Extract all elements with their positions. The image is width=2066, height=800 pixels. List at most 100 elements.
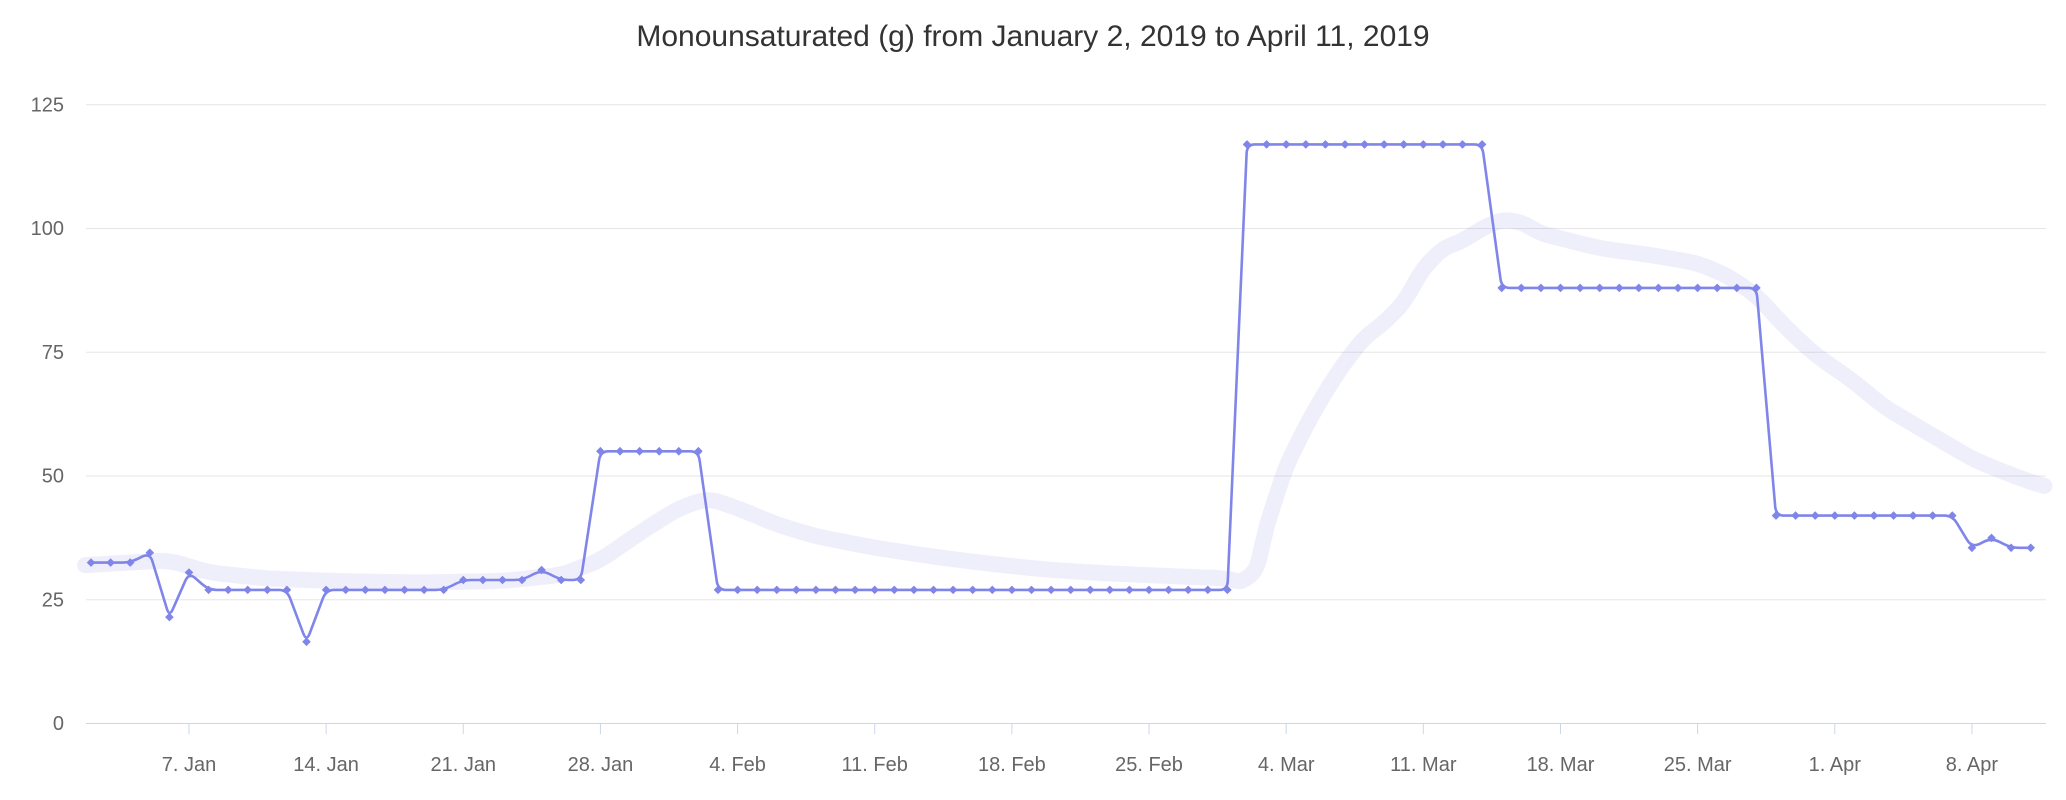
- data-point-marker[interactable]: [752, 585, 762, 595]
- data-point-marker[interactable]: [537, 565, 546, 575]
- data-point-marker[interactable]: [1164, 585, 1173, 595]
- data-point-marker[interactable]: [1712, 283, 1722, 293]
- data-point-marker[interactable]: [1085, 585, 1095, 595]
- data-point-marker[interactable]: [1360, 140, 1369, 149]
- data-point-marker[interactable]: [106, 558, 115, 567]
- data-point-marker[interactable]: [1458, 140, 1467, 149]
- data-point-marker[interactable]: [654, 446, 664, 456]
- data-point-marker[interactable]: [635, 446, 644, 456]
- data-point-marker[interactable]: [2026, 543, 2035, 553]
- data-point-marker[interactable]: [1262, 140, 1271, 149]
- data-point-marker[interactable]: [733, 585, 742, 595]
- data-point-marker[interactable]: [596, 446, 605, 456]
- data-point-marker[interactable]: [1379, 140, 1389, 149]
- data-point-marker[interactable]: [1810, 511, 1820, 520]
- data-point-marker[interactable]: [870, 585, 879, 595]
- data-point-marker[interactable]: [988, 585, 997, 595]
- data-point-marker[interactable]: [263, 585, 272, 595]
- data-point-marker[interactable]: [1654, 283, 1663, 293]
- data-point-marker[interactable]: [517, 575, 527, 585]
- data-point-marker[interactable]: [1419, 140, 1428, 149]
- data-point-marker[interactable]: [1281, 140, 1291, 149]
- data-point-marker[interactable]: [1693, 283, 1702, 293]
- data-point-marker[interactable]: [1889, 511, 1898, 520]
- data-point-marker[interactable]: [929, 585, 938, 595]
- data-point-marker[interactable]: [1575, 283, 1585, 293]
- data-point-marker[interactable]: [615, 446, 625, 456]
- data-point-marker[interactable]: [772, 585, 782, 595]
- data-point-marker[interactable]: [321, 585, 331, 595]
- data-point-marker[interactable]: [1438, 140, 1448, 149]
- data-point-marker[interactable]: [948, 585, 958, 595]
- data-point-marker[interactable]: [1066, 585, 1075, 595]
- data-point-marker[interactable]: [1027, 585, 1036, 595]
- data-point-marker[interactable]: [674, 446, 684, 456]
- data-point-marker[interactable]: [380, 585, 390, 595]
- data-point-marker[interactable]: [1928, 511, 1937, 520]
- data-point-marker[interactable]: [1791, 511, 1800, 520]
- data-point-marker[interactable]: [204, 585, 213, 595]
- data-point-marker[interactable]: [165, 612, 174, 622]
- data-point-marker[interactable]: [1046, 585, 1056, 595]
- data-point-marker[interactable]: [831, 585, 840, 595]
- data-point-marker[interactable]: [968, 585, 977, 595]
- data-point-marker[interactable]: [576, 575, 586, 585]
- data-point-marker[interactable]: [419, 585, 429, 595]
- data-point-marker[interactable]: [302, 637, 311, 647]
- data-point-marker[interactable]: [125, 558, 135, 567]
- data-point-marker[interactable]: [459, 575, 468, 585]
- data-point-marker[interactable]: [86, 558, 96, 567]
- data-point-marker[interactable]: [1830, 511, 1840, 520]
- data-point-marker[interactable]: [1536, 283, 1546, 293]
- data-point-marker[interactable]: [1517, 283, 1526, 293]
- data-point-marker[interactable]: [1732, 283, 1742, 293]
- data-point-marker[interactable]: [1908, 511, 1918, 520]
- data-point-marker[interactable]: [1752, 283, 1761, 293]
- data-point-marker[interactable]: [811, 585, 821, 595]
- data-point-marker[interactable]: [1144, 585, 1154, 595]
- data-point-marker[interactable]: [1399, 140, 1408, 149]
- data-point-marker[interactable]: [1223, 585, 1232, 595]
- data-point-marker[interactable]: [1497, 283, 1506, 293]
- data-point-marker[interactable]: [909, 585, 919, 595]
- data-point-marker[interactable]: [850, 585, 860, 595]
- data-point-marker[interactable]: [1321, 140, 1330, 149]
- data-point-marker[interactable]: [1987, 533, 1996, 543]
- data-point-marker[interactable]: [1340, 140, 1350, 149]
- data-point-marker[interactable]: [713, 585, 723, 595]
- data-point-marker[interactable]: [1556, 283, 1565, 293]
- data-point-marker[interactable]: [1967, 543, 1977, 553]
- data-point-marker[interactable]: [1183, 585, 1193, 595]
- data-point-marker[interactable]: [890, 585, 899, 595]
- data-point-marker[interactable]: [1595, 283, 1604, 293]
- data-point-marker[interactable]: [400, 585, 409, 595]
- data-point-marker[interactable]: [694, 446, 703, 456]
- data-point-marker[interactable]: [1850, 511, 1859, 520]
- data-point-marker[interactable]: [243, 585, 252, 595]
- data-point-marker[interactable]: [1634, 283, 1644, 293]
- data-point-marker[interactable]: [792, 585, 801, 595]
- data-point-marker[interactable]: [1869, 511, 1879, 520]
- data-point-marker[interactable]: [1242, 140, 1252, 149]
- data-point-marker[interactable]: [1615, 283, 1624, 293]
- data-point-marker[interactable]: [1673, 283, 1683, 293]
- data-point-marker[interactable]: [1301, 140, 1311, 149]
- data-point-marker[interactable]: [223, 585, 233, 595]
- data-point-marker[interactable]: [2006, 543, 2016, 553]
- data-point-marker[interactable]: [1948, 511, 1957, 520]
- data-point-marker[interactable]: [1105, 585, 1115, 595]
- data-point-marker[interactable]: [361, 585, 370, 595]
- data-point-marker[interactable]: [1007, 585, 1017, 595]
- data-point-marker[interactable]: [556, 575, 566, 585]
- data-point-marker[interactable]: [478, 575, 488, 585]
- data-point-marker[interactable]: [184, 568, 194, 577]
- data-point-marker[interactable]: [1203, 585, 1213, 595]
- data-point-marker[interactable]: [439, 585, 448, 595]
- data-point-marker[interactable]: [341, 585, 350, 595]
- data-point-marker[interactable]: [282, 585, 292, 595]
- data-point-marker[interactable]: [1125, 585, 1134, 595]
- data-point-marker[interactable]: [145, 548, 155, 557]
- data-point-marker[interactable]: [1771, 511, 1781, 520]
- data-point-marker[interactable]: [498, 575, 507, 585]
- data-point-marker[interactable]: [1477, 140, 1487, 149]
